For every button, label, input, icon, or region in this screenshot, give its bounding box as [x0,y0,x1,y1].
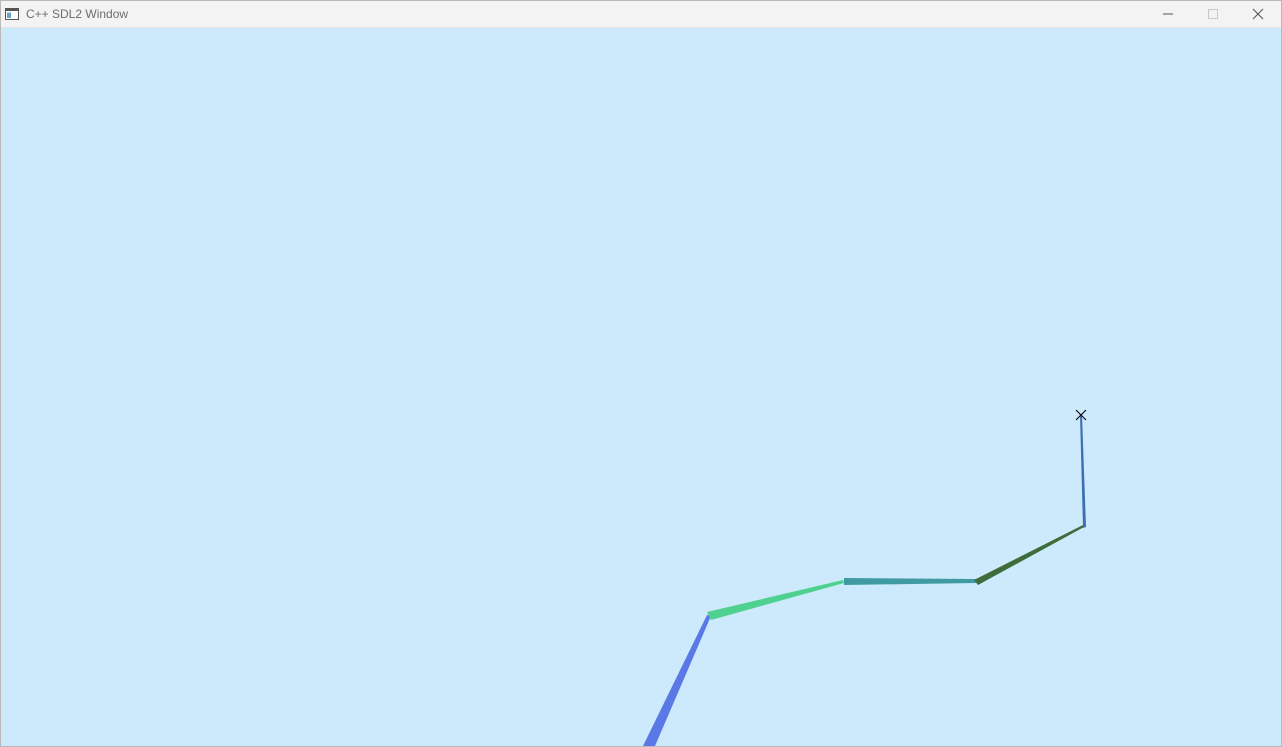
arm-segment-4 [974,525,1084,585]
maximize-icon [1207,9,1218,19]
render-canvas[interactable] [1,28,1281,746]
sdl-window-icon [5,7,19,20]
crosshair-x-icon [1075,409,1087,421]
arm-segment-3 [844,578,976,585]
title-bar[interactable]: C++ SDL2 Window [1,1,1281,28]
close-icon [1252,8,1264,20]
arm-segment-5 [1080,415,1086,528]
arm-scene [643,409,1087,746]
maximize-button[interactable] [1190,1,1235,27]
window-title: C++ SDL2 Window [26,7,129,21]
minimize-button[interactable] [1145,1,1190,27]
close-button[interactable] [1235,1,1280,27]
minimize-icon [1162,9,1173,19]
arm-segment-1 [643,615,711,746]
arm-segment-2 [707,580,844,620]
